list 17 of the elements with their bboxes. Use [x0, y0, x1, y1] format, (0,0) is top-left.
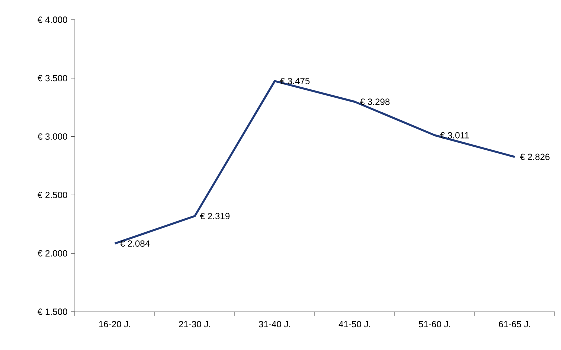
data-label: € 2.826 — [520, 154, 550, 160]
y-tick-label: € 3.500 — [38, 75, 68, 82]
x-tick-label: 61-65 J. — [499, 321, 530, 328]
line-series — [114, 80, 516, 245]
y-tick-label: € 4.000 — [38, 16, 68, 24]
x-tick-label: 16-20 J. — [99, 321, 130, 328]
data-label: € 2.319 — [200, 213, 230, 220]
y-tick-label: € 2.000 — [38, 250, 68, 257]
x-tick-label: 21-30 J. — [179, 321, 210, 328]
data-label: € 3.298 — [360, 98, 390, 106]
y-tick-label: € 1.500 — [38, 308, 68, 316]
x-tick-label: 31-40 J. — [259, 321, 290, 328]
data-label: € 2.084 — [120, 240, 150, 247]
x-tick-label: 51-60 J. — [419, 321, 450, 328]
y-tick-label: € 3.000 — [38, 134, 68, 140]
y-tick-label: € 2.500 — [38, 192, 68, 198]
x-tick-label: 41-50 J. — [338, 321, 370, 328]
